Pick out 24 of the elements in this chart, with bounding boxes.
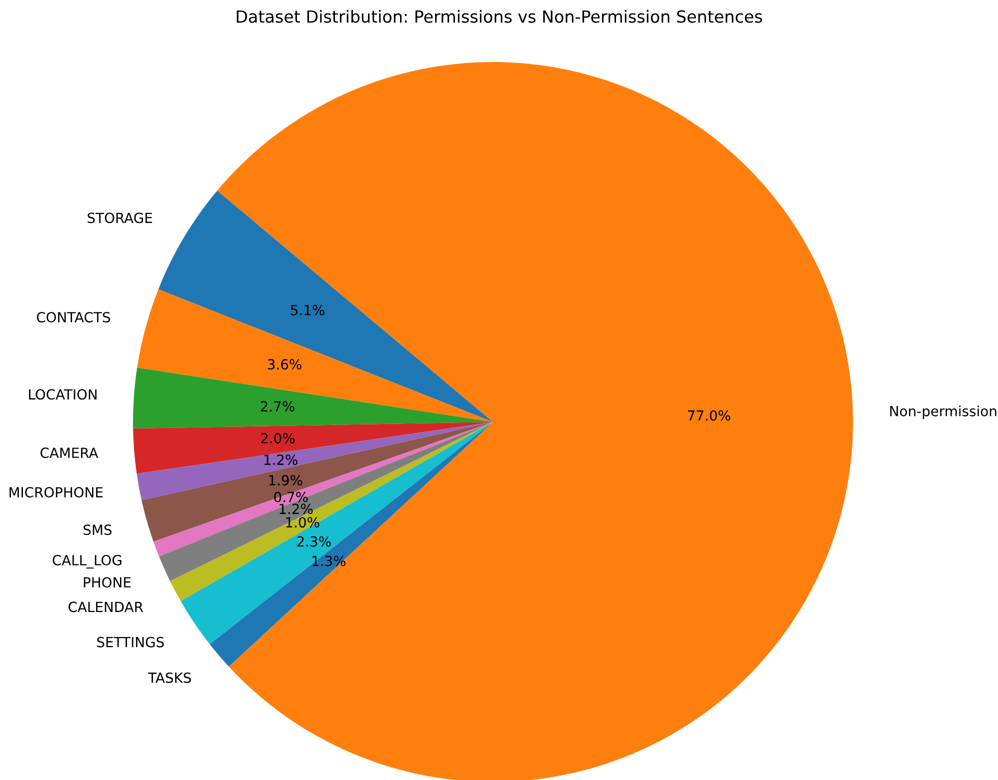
slice-label: Non-permission: [890, 406, 996, 420]
slice-label: CONTACTS: [36, 312, 110, 322]
data-label: 2.7%: [260, 401, 294, 412]
data-label: 1.9%: [269, 474, 302, 486]
slice-label: CAMERA: [40, 448, 98, 458]
slice-label: CALL_LOG: [52, 554, 122, 569]
slice-label: SMS: [84, 524, 112, 536]
data-label: 77.0%: [688, 410, 730, 421]
slice-label: STORAGE: [88, 212, 152, 224]
data-label: 3.6%: [268, 359, 302, 370]
data-label: 1.2%: [264, 454, 298, 466]
data-label: 2.3%: [297, 536, 331, 547]
data-label: 2.0%: [261, 433, 295, 444]
slice-label: MICROPHONE: [10, 487, 103, 498]
data-label: 0.7%: [274, 492, 308, 502]
slice-label: SETTINGS: [97, 636, 164, 648]
data-label: 1.2%: [280, 504, 313, 514]
data-label: 5.1%: [290, 304, 324, 316]
slice-label: TASKS: [148, 672, 191, 683]
slice-label: PHONE: [84, 577, 131, 588]
data-label: 1.0%: [286, 517, 320, 528]
chart-title: Dataset Distribution: Permissions vs Non-Permission Sentences: [236, 10, 762, 23]
slice-label: LOCATION: [29, 389, 97, 400]
slice-label: CALENDAR: [68, 602, 144, 612]
